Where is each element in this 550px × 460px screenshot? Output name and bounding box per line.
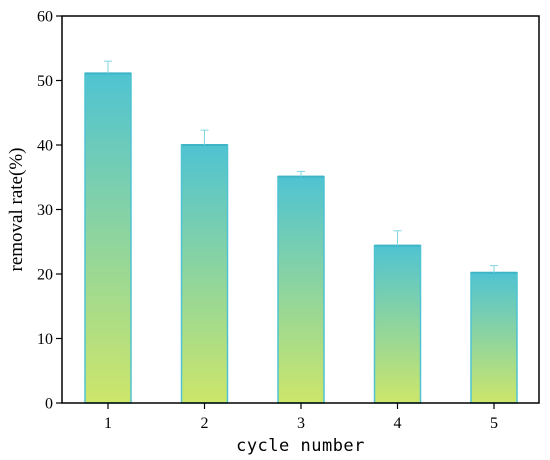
y-tick-label: 50 [37,73,53,90]
x-axis: 1 2 3 4 5 [104,403,498,432]
x-tick-label: 1 [104,415,112,432]
x-tick-label: 2 [201,415,209,432]
y-tick-label: 10 [37,331,53,348]
x-tick-label: 5 [490,415,498,432]
x-tick-label: 4 [394,415,402,432]
y-axis: 0 10 20 30 40 50 60 [37,9,62,413]
error-bars-layer [104,60,498,273]
y-tick-label: 60 [37,9,53,26]
y-tick-label: 20 [37,267,53,284]
y-tick-label: 40 [37,138,53,155]
bar [180,144,229,404]
bars-layer [84,72,518,404]
bar [277,175,325,404]
y-tick-label: 0 [45,396,53,413]
x-tick-label: 3 [297,415,305,432]
x-axis-title: cycle number [236,436,365,456]
bar [470,271,518,404]
y-tick-label: 30 [37,202,53,219]
bar [84,72,132,404]
y-axis-title: removal rate(%) [6,148,27,272]
bar [373,244,422,404]
